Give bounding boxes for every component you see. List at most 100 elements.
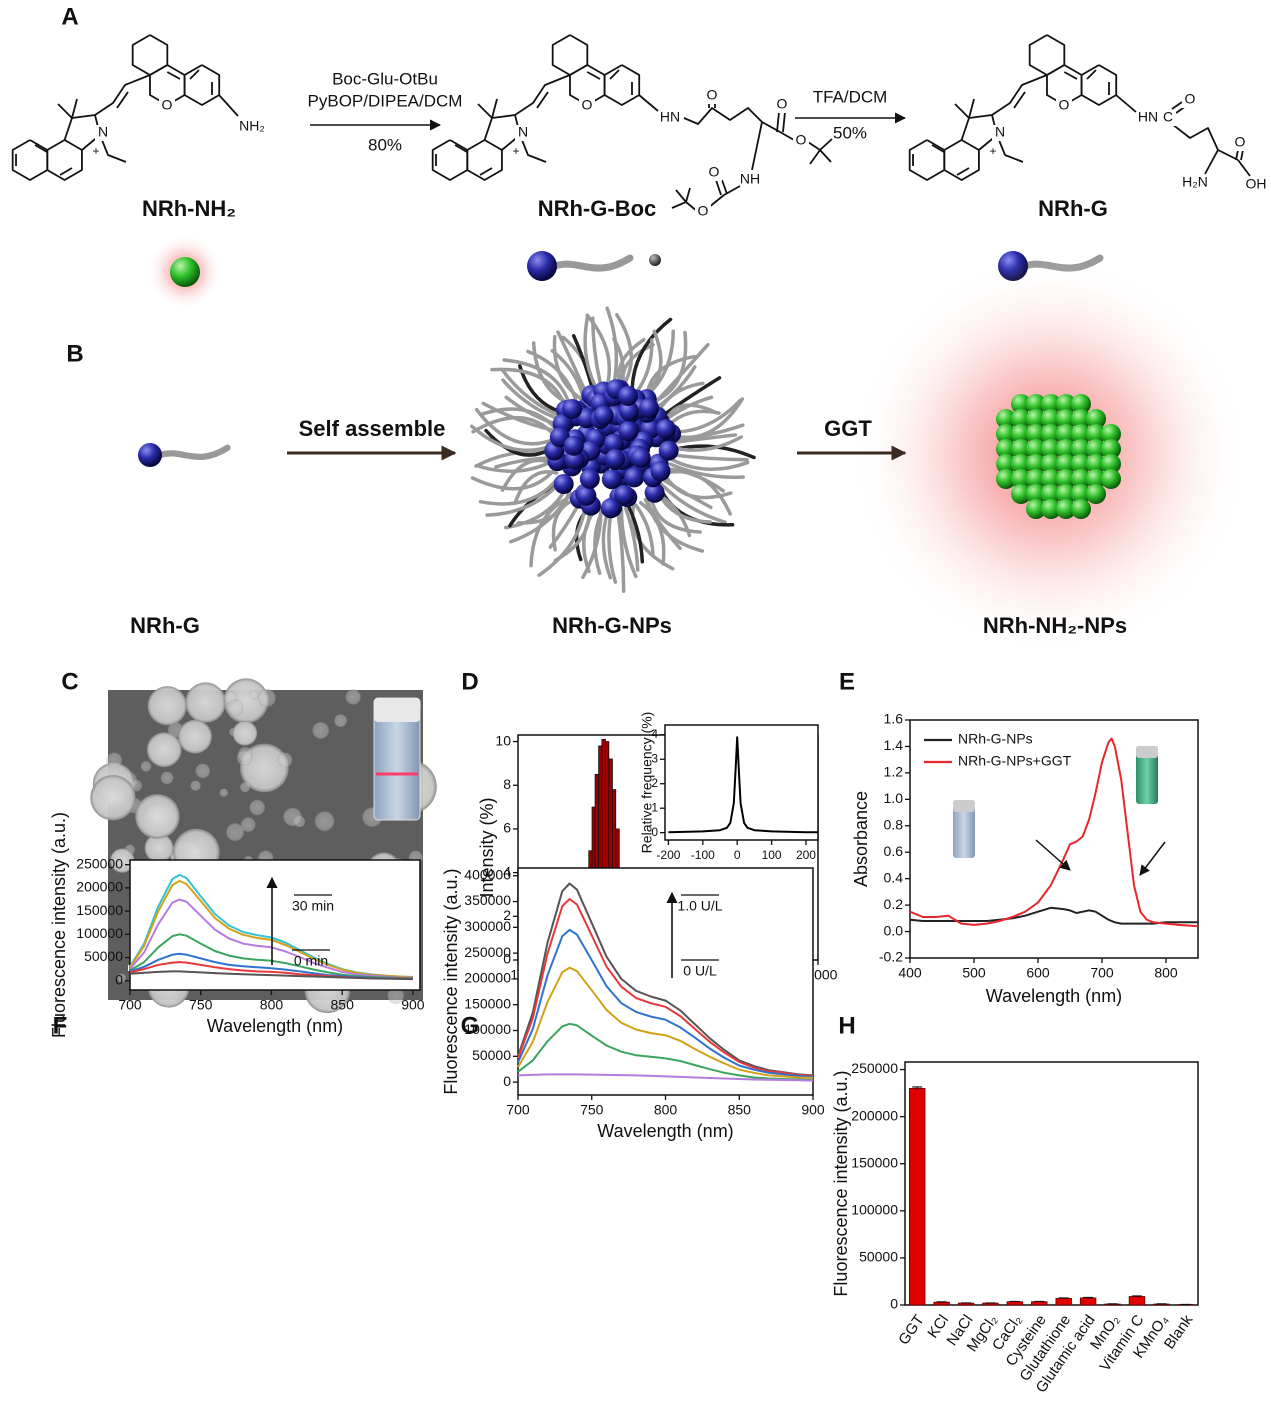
vial-cap bbox=[374, 698, 420, 722]
ring bbox=[431, 139, 469, 181]
tem-particle bbox=[116, 973, 127, 983]
y-tick-label: 0.2 bbox=[884, 896, 904, 912]
series-line bbox=[129, 898, 413, 979]
bond bbox=[683, 107, 763, 125]
y-axis-label: Fluorescence intensity (a.u.) bbox=[49, 812, 69, 1038]
atom-background bbox=[695, 204, 711, 220]
bond bbox=[166, 71, 181, 80]
tem-particle bbox=[239, 782, 251, 793]
tem-particle bbox=[195, 763, 211, 779]
vial-cap bbox=[953, 800, 975, 812]
tail bbox=[556, 330, 589, 398]
x-tick-label: 800 bbox=[654, 1102, 678, 1118]
y-axis-label: Intensity (%) bbox=[477, 797, 497, 897]
tail bbox=[670, 453, 749, 462]
legend-label: NRh-G-NPs bbox=[958, 731, 1033, 747]
y-axis-label: Fluorescence intensity (a.u.) bbox=[441, 868, 461, 1094]
sphere bbox=[576, 485, 597, 506]
tem-particle bbox=[144, 833, 174, 863]
atom-background bbox=[992, 125, 1008, 141]
y-tick-label: 100000 bbox=[464, 1021, 511, 1037]
tem-particle bbox=[387, 987, 405, 1004]
sphere bbox=[996, 409, 1016, 429]
sphere bbox=[603, 433, 624, 454]
x-tick-label: 750 bbox=[580, 1102, 604, 1118]
compound-name: NRh-NH₂ bbox=[142, 196, 236, 221]
y-axis-label: Relative frequency (%) bbox=[639, 712, 655, 854]
panel-label: H bbox=[838, 1012, 855, 1039]
tail bbox=[502, 358, 572, 409]
tem-particle bbox=[135, 794, 180, 839]
tail bbox=[623, 506, 640, 572]
y-tick-label: 0 bbox=[115, 971, 123, 987]
x-tick-label: 600 bbox=[1026, 965, 1050, 981]
tail bbox=[470, 466, 557, 491]
sphere bbox=[1026, 469, 1046, 489]
sphere bbox=[1056, 454, 1076, 474]
sphere bbox=[1071, 439, 1091, 459]
y-tick-label: 250000 bbox=[76, 855, 123, 871]
sphere bbox=[553, 474, 574, 495]
sphere bbox=[1011, 394, 1031, 414]
tem-particle bbox=[240, 817, 256, 833]
sphere bbox=[1071, 499, 1091, 519]
y-tick-label: 350000 bbox=[464, 892, 511, 908]
tail bbox=[501, 378, 563, 422]
sphere bbox=[1041, 469, 1061, 489]
bond bbox=[819, 138, 833, 151]
bond bbox=[671, 201, 687, 209]
y-tick-label: 150000 bbox=[851, 1154, 898, 1170]
tail bbox=[503, 486, 568, 530]
tail bbox=[481, 401, 557, 433]
y-tick-label: 4 bbox=[651, 727, 658, 741]
sphere bbox=[1041, 454, 1061, 474]
x-tick-label: -200 bbox=[656, 848, 680, 862]
y-tick-label: -0.2 bbox=[879, 949, 903, 965]
bar bbox=[1079, 1297, 1097, 1306]
atom-label: O bbox=[582, 97, 593, 113]
ring bbox=[943, 139, 980, 181]
sphere bbox=[601, 469, 622, 490]
atom-background bbox=[1160, 110, 1176, 126]
sphere bbox=[579, 468, 600, 489]
y-tick-label: 0.8 bbox=[884, 816, 904, 832]
y-tick-label: 0 bbox=[503, 951, 511, 967]
atom-label: N bbox=[98, 124, 108, 140]
y-tick-label: 8 bbox=[503, 776, 511, 792]
vial bbox=[1136, 746, 1158, 804]
reagent: TFA/DCM bbox=[813, 87, 888, 106]
tem-particle bbox=[90, 775, 136, 821]
tail bbox=[156, 444, 231, 460]
bond bbox=[638, 94, 659, 112]
sphere bbox=[1101, 469, 1121, 489]
x-tick-label: 200 bbox=[796, 848, 816, 862]
annotation: 0 U/L bbox=[683, 963, 717, 979]
error-bar bbox=[1083, 1296, 1094, 1299]
atom-background bbox=[1248, 177, 1264, 193]
atom-label: N bbox=[518, 124, 528, 140]
atom-label: O bbox=[707, 87, 718, 103]
error-bar bbox=[1131, 1295, 1142, 1298]
tem-particle bbox=[227, 699, 244, 716]
y-tick-label: 2 bbox=[503, 907, 511, 923]
tail bbox=[630, 317, 673, 396]
sphere bbox=[1011, 469, 1031, 489]
tail bbox=[500, 368, 564, 419]
x-tick-label: 900 bbox=[401, 997, 425, 1013]
sphere bbox=[650, 461, 671, 482]
x-tick-label: 500 bbox=[962, 965, 986, 981]
panel-label: A bbox=[61, 3, 78, 30]
tail bbox=[477, 459, 555, 473]
error-bar bbox=[1034, 1300, 1045, 1303]
sphere bbox=[1026, 484, 1046, 504]
bond bbox=[991, 74, 1048, 116]
sphere bbox=[605, 448, 626, 469]
bond bbox=[34, 144, 48, 153]
x-axis-label: Wavelength (nm) bbox=[597, 1121, 733, 1141]
y-axis-label: Fluorescence intensity (a.u.) bbox=[831, 1070, 851, 1296]
sphere bbox=[1026, 439, 1046, 459]
sphere bbox=[996, 439, 1016, 459]
sphere bbox=[1041, 394, 1061, 414]
y-tick-label: 150000 bbox=[464, 995, 511, 1011]
